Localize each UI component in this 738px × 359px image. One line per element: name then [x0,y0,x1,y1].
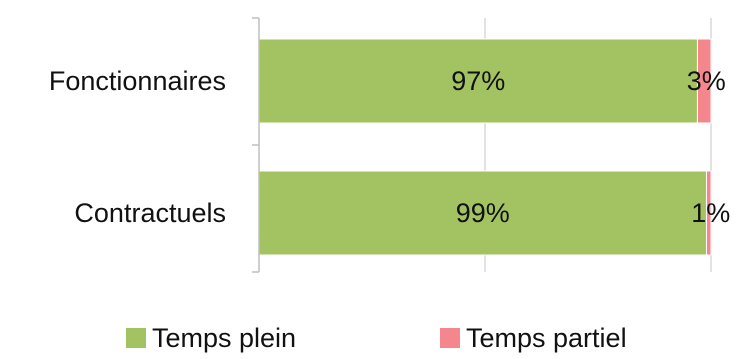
category-label-fonctionnaires: Fonctionnaires [49,66,226,96]
data-label-fonctionnaires-temps-partiel: 3% [687,66,726,96]
data-label-contractuels-temps-plein: 99% [456,198,510,228]
data-label-contractuels-temps-partiel: 1% [691,198,730,228]
legend: Temps plein Temps partiel [126,323,627,353]
bar-contractuels-temps-partiel [705,170,712,256]
data-labels: 97% 3% 99% 1% [451,66,730,228]
category-axis: Fonctionnaires Contractuels [49,17,260,273]
legend-swatch-temps-partiel [440,328,460,348]
legend-label-temps-partiel: Temps partiel [466,323,627,353]
bar-fonctionnaires-temps-partiel [696,38,712,124]
legend-label-temps-plein: Temps plein [152,323,296,353]
category-label-contractuels: Contractuels [74,198,226,228]
data-label-fonctionnaires-temps-plein: 97% [451,66,505,96]
legend-swatch-temps-plein [126,328,146,348]
